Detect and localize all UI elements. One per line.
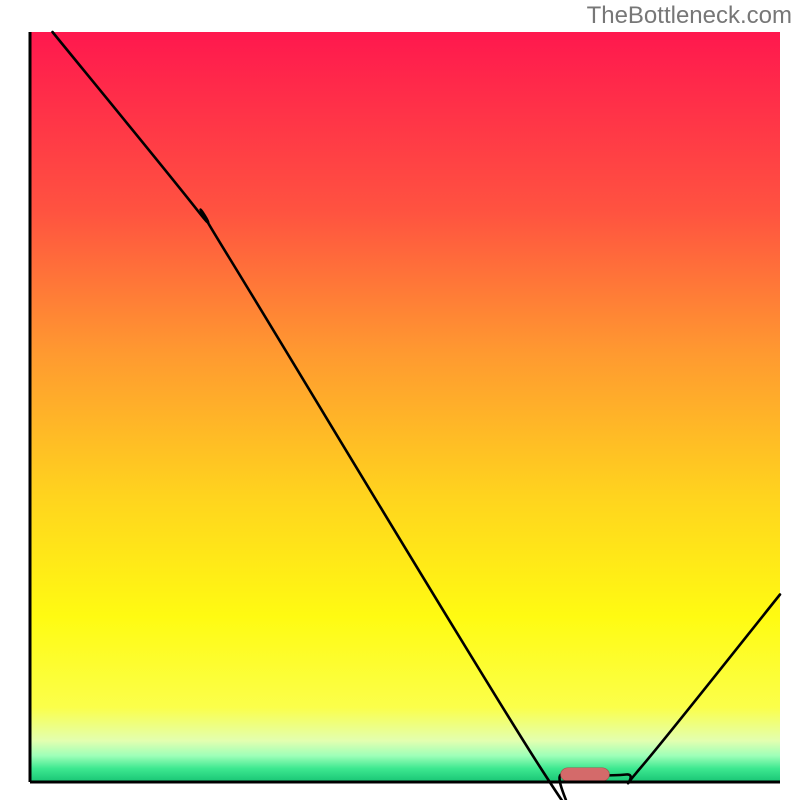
chart-container: TheBottleneck.com: [0, 0, 800, 800]
chart-svg: [0, 0, 800, 800]
watermark-text: TheBottleneck.com: [587, 2, 792, 30]
plot-background: [30, 32, 780, 782]
optimal-marker: [561, 768, 610, 782]
